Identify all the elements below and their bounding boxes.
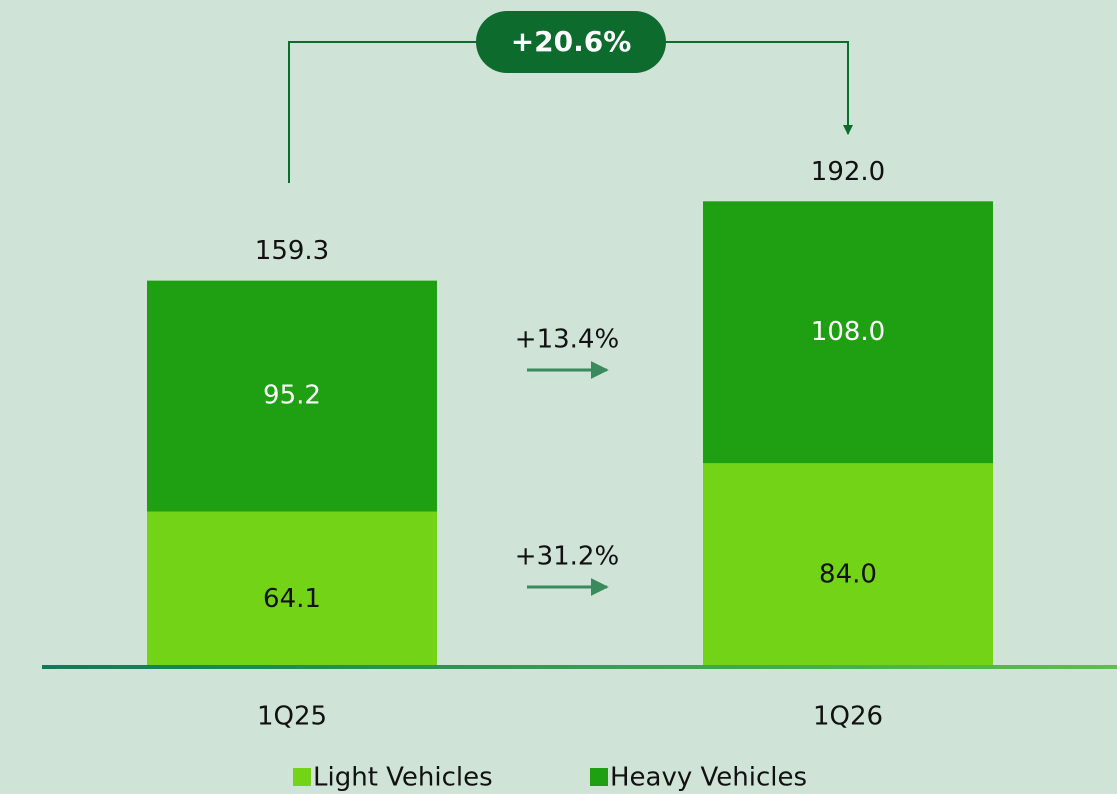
total-label: 192.0: [811, 157, 885, 187]
baseline: [42, 665, 1117, 669]
bar-segment: [147, 511, 437, 667]
total-label: 159.3: [255, 236, 329, 266]
x-tick-label: 1Q25: [257, 702, 327, 732]
total-growth-label: +20.6%: [511, 25, 632, 58]
segment-label: 64.1: [263, 584, 321, 614]
legend-swatch: [590, 768, 608, 786]
segment-label: 108.0: [811, 317, 885, 347]
legend-label: Heavy Vehicles: [610, 763, 807, 793]
bar-segment: [703, 463, 993, 667]
growth-label: +13.4%: [515, 325, 619, 355]
legend-swatch: [293, 768, 311, 786]
segment-label: 84.0: [819, 560, 877, 590]
bar-segment: [147, 280, 437, 512]
legend-label: Light Vehicles: [313, 763, 493, 793]
growth-pill: [476, 11, 666, 73]
bar-segment: [703, 201, 993, 464]
segment-label: 95.2: [263, 381, 321, 411]
growth-label: +31.2%: [515, 542, 619, 572]
x-tick-label: 1Q26: [813, 702, 883, 732]
